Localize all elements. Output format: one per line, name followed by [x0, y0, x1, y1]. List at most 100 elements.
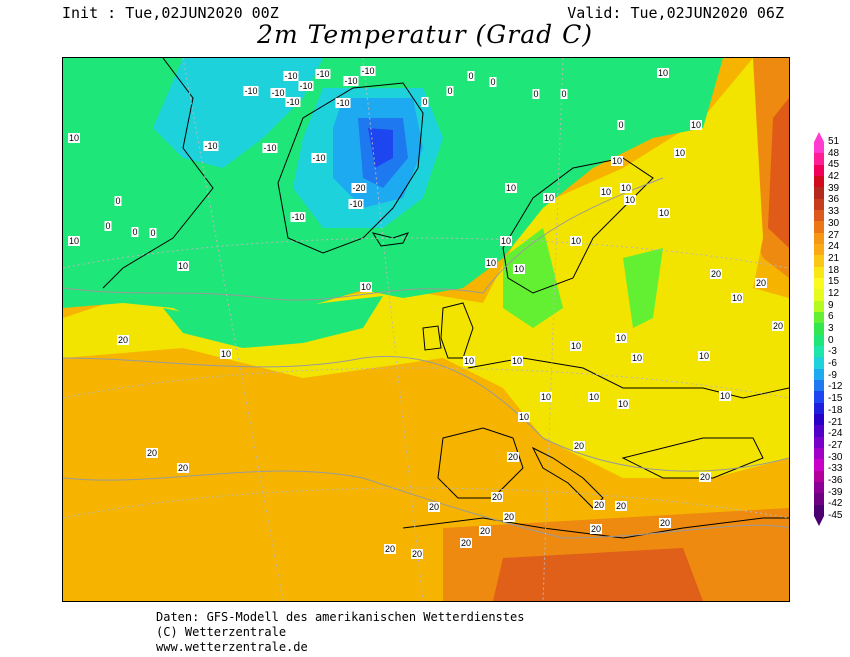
legend-swatch	[814, 368, 824, 381]
very-hot-field-east	[768, 98, 789, 248]
init-time-label: Init : Tue,02JUN2020 00Z	[62, 4, 279, 22]
contour-label: 0	[617, 120, 625, 130]
coastlines	[102, 58, 789, 539]
legend-swatch	[814, 312, 824, 324]
cold-field-canada	[153, 58, 323, 168]
legend-tick-label: 0	[828, 334, 834, 346]
contour-label: 10	[569, 236, 583, 246]
contour-label: 20	[572, 441, 586, 451]
legend-swatch	[814, 232, 824, 245]
mild-field	[63, 58, 789, 478]
contour-label: 20	[145, 448, 159, 458]
legend-swatch	[814, 221, 824, 234]
iberia-coast	[437, 427, 524, 499]
contour-label: -10	[283, 71, 299, 81]
contour-label: 20	[614, 501, 628, 511]
legend-tick-label: -27	[828, 439, 843, 451]
contour-label: -10	[335, 98, 351, 108]
contour-label: 10	[219, 349, 233, 359]
legend-tick-label: -12	[828, 381, 843, 393]
contour-label: 10	[542, 193, 556, 203]
contour-label: 10	[718, 391, 732, 401]
isoline-mild	[63, 356, 789, 472]
legend-color-bar	[814, 142, 824, 517]
grid-lon-3	[182, 58, 284, 601]
contour-label: 20	[410, 549, 424, 559]
copyright-note: (C) Wetterzentrale	[156, 625, 287, 639]
contour-label: 10	[610, 156, 624, 166]
contour-label: 20	[589, 524, 603, 534]
legend-tick-label: 15	[828, 276, 840, 288]
legend-swatch	[814, 493, 824, 506]
contour-label: 20	[427, 502, 441, 512]
legend-tick-label: -30	[828, 451, 843, 463]
contour-label: 0	[104, 221, 112, 231]
contour-label: -10	[262, 143, 278, 153]
legend-tick-label: -39	[828, 486, 843, 498]
contour-label: 20	[176, 463, 190, 473]
contour-label: -10	[315, 69, 331, 79]
legend-swatch	[814, 459, 824, 472]
contour-label: 10	[616, 399, 630, 409]
contour-label: 10	[697, 351, 711, 361]
valid-time-label: Valid: Tue,02JUN2020 06Z	[567, 4, 784, 22]
legend-tick-label: -9	[828, 369, 837, 381]
contour-label: 20	[754, 278, 768, 288]
cool-field-scandinavia	[503, 228, 563, 328]
contour-label: 20	[506, 452, 520, 462]
data-source-note: Daten: GFS-Modell des amerikanischen Wet…	[156, 610, 525, 624]
legend-swatch	[814, 289, 824, 302]
legend-tick-label: -24	[828, 428, 843, 440]
legend-swatch	[814, 153, 824, 166]
contour-label: 10	[599, 187, 613, 197]
contour-label: 10	[673, 148, 687, 158]
legend-tick-label: -42	[828, 498, 843, 510]
contour-label: 0	[489, 77, 497, 87]
ireland-coast	[422, 325, 442, 351]
contour-label: 20	[658, 518, 672, 528]
contour-label: 10	[569, 341, 583, 351]
contour-label: 0	[149, 228, 157, 238]
contour-label: -10	[290, 212, 306, 222]
contour-label: 20	[592, 500, 606, 510]
legend-tick-label: 39	[828, 182, 840, 194]
contour-label: 10	[587, 392, 601, 402]
legend-swatch	[814, 210, 824, 222]
legend-swatch	[814, 380, 824, 392]
contour-label: -10	[311, 153, 327, 163]
legend-swatch	[814, 198, 824, 211]
contour-label: 10	[462, 356, 476, 366]
contour-label: 10	[512, 264, 526, 274]
contour-label: 10	[630, 353, 644, 363]
contour-label: -10	[360, 66, 376, 76]
contour-label: -10	[348, 199, 364, 209]
contour-label: 20	[709, 269, 723, 279]
legend-tick-label: 24	[828, 241, 840, 253]
legend-swatch	[814, 255, 824, 268]
contour-label: 10	[614, 333, 628, 343]
legend-tick-label: 51	[828, 136, 840, 147]
contour-label: 10	[510, 356, 524, 366]
legend-tick-label: 3	[828, 323, 834, 334]
contour-label: -10	[203, 141, 219, 151]
legend-swatch	[814, 323, 824, 336]
legend-swatch	[814, 278, 824, 290]
legend-tick-label: -15	[828, 393, 843, 405]
legend-swatch	[814, 470, 824, 483]
legend-swatch	[814, 414, 824, 426]
legend-swatch	[814, 164, 824, 177]
temperature-field	[63, 58, 789, 601]
legend-tick-label: 36	[828, 194, 840, 206]
legend-swatch	[814, 300, 824, 313]
legend-tick-label: 48	[828, 147, 840, 159]
contour-label: 10	[484, 258, 498, 268]
contour-label: 20	[490, 492, 504, 502]
legend-arrow-bottom	[814, 516, 824, 526]
contour-label: 10	[517, 412, 531, 422]
contour-label: 0	[467, 71, 475, 81]
legend-swatch	[814, 187, 824, 200]
contour-label: 0	[560, 89, 568, 99]
website-link[interactable]: www.wetterzentrale.de	[156, 640, 308, 654]
legend-arrow-top	[814, 132, 824, 142]
legend-swatch	[814, 334, 824, 347]
